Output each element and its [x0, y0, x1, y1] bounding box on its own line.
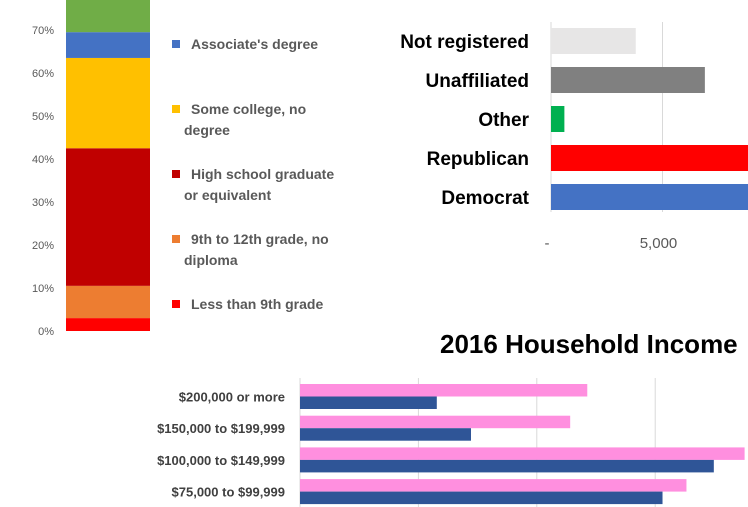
- bar-segment: [66, 57, 150, 149]
- y-tick-label: 10%: [32, 283, 54, 295]
- category-label: Not registered: [400, 32, 529, 53]
- bar: [551, 28, 636, 54]
- y-tick-label: 20%: [32, 240, 54, 252]
- x-tick-label: 5,000: [640, 235, 678, 252]
- y-tick-label: 30%: [32, 197, 54, 209]
- legend-label: Associate's degree: [191, 36, 318, 52]
- bar-segment: [66, 318, 150, 331]
- legend-label: or equivalent: [184, 187, 271, 203]
- category-label: $200,000 or more: [179, 390, 285, 405]
- bar: [551, 145, 748, 171]
- category-label: $75,000 to $99,999: [172, 485, 285, 500]
- bar: [300, 447, 745, 460]
- legend-swatch: [172, 300, 180, 308]
- legend-label: Some college, no: [191, 101, 306, 117]
- y-tick-label: 60%: [32, 68, 54, 80]
- legend-swatch: [172, 105, 180, 113]
- category-label: $150,000 to $199,999: [157, 421, 285, 436]
- household-income-chart: 2016 Household Income $200,000 or more $15…: [157, 329, 745, 507]
- bar-segment: [66, 285, 150, 319]
- bar: [300, 479, 687, 492]
- bar: [300, 396, 437, 409]
- bar: [551, 67, 705, 93]
- bar: [551, 106, 565, 132]
- y-tick-label: 0%: [38, 326, 54, 338]
- bar: [300, 428, 471, 441]
- education-stacked-chart: 0% 10% 20% 30% 40% 50% 60% 70% Associate's degre…: [32, 0, 334, 338]
- legend-label: diploma: [184, 252, 238, 268]
- bar: [551, 184, 748, 210]
- y-tick-label: 50%: [32, 111, 54, 123]
- category-label: Other: [478, 110, 529, 131]
- legend-label: 9th to 12th grade, no: [191, 231, 329, 247]
- category-label: Democrat: [441, 188, 529, 209]
- category-label: Unaffiliated: [426, 71, 529, 92]
- legend-label: High school graduate: [191, 166, 334, 182]
- category-label: $100,000 to $149,999: [157, 453, 285, 468]
- bar-segment: [66, 32, 150, 58]
- legend-swatch: [172, 235, 180, 243]
- legend-label: Less than 9th grade: [191, 296, 323, 312]
- legend-swatch: [172, 170, 180, 178]
- bar: [300, 459, 714, 473]
- y-tick-label: 70%: [32, 25, 54, 37]
- legend-swatch: [172, 40, 180, 48]
- bar-segment: [66, 0, 150, 33]
- bar-segment: [66, 148, 150, 286]
- bar: [300, 384, 588, 397]
- party-registration-chart: Not registered Unaffiliated Other Republica…: [400, 22, 748, 252]
- bar: [300, 415, 571, 429]
- y-tick-label: 40%: [32, 154, 54, 166]
- chart-title: 2016 Household Income: [440, 329, 738, 359]
- bar: [300, 491, 663, 505]
- x-tick-label: -: [545, 235, 550, 252]
- legend-label: degree: [184, 122, 230, 138]
- category-label: Republican: [427, 149, 529, 170]
